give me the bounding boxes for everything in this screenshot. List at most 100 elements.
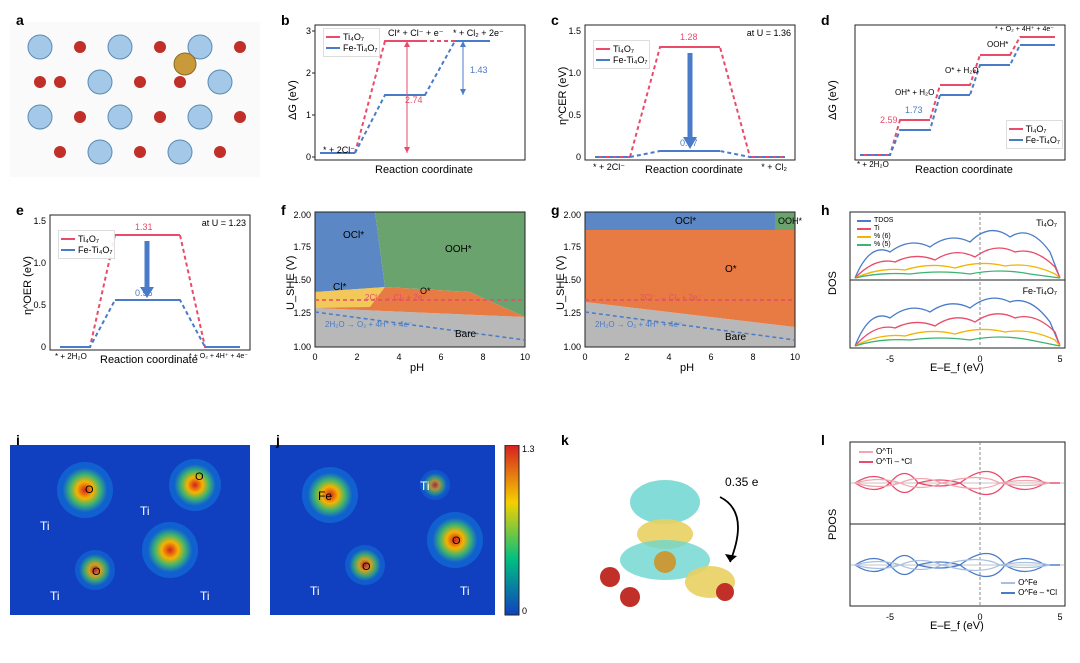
svg-text:Bare: Bare <box>725 332 747 343</box>
panel-i: i Ti Ti O O O Ti Ti <box>10 430 250 640</box>
panel-h-bottom-label: Fe-Ti₄O₇ <box>1023 286 1057 296</box>
panel-d-label: d <box>821 12 830 28</box>
svg-text:0: 0 <box>576 152 581 162</box>
svg-text:-5: -5 <box>886 354 894 364</box>
panel-g-ylabel: U_SHE (V) <box>555 256 567 310</box>
panel-e-ti-val: 1.31 <box>135 222 153 232</box>
svg-text:OCl*: OCl* <box>343 230 364 241</box>
panel-d-s2: O* + H₂O <box>945 66 979 75</box>
svg-text:1.0: 1.0 <box>33 258 46 268</box>
svg-text:O: O <box>85 484 94 496</box>
panel-f-red: 2Cl⁻ → Cl₂ + 2e⁻ <box>365 293 427 302</box>
panel-j: j Fe Ti O O Ti Ti 1.3 0 <box>270 430 540 640</box>
panel-c-fe-val: 0.07 <box>680 138 698 148</box>
panel-c-label: c <box>551 12 559 28</box>
panel-h-label: h <box>821 202 830 218</box>
svg-text:Ti: Ti <box>40 519 50 533</box>
panel-b: b 0 1 2 3 <box>275 10 535 190</box>
svg-text:2: 2 <box>306 68 311 78</box>
panel-l-legend-bottom: O^Fe O^Fe – *Cl <box>999 575 1059 600</box>
panel-h-top-label: Ti₄O₇ <box>1036 218 1057 228</box>
svg-text:OOH*: OOH* <box>778 216 803 226</box>
panel-d-legend: Ti₄O₇ Fe-Ti₄O₇ <box>1006 120 1063 149</box>
panel-g-label: g <box>551 202 560 218</box>
panel-d-xlabel: Reaction coordinate <box>915 164 1013 176</box>
svg-text:4: 4 <box>666 352 671 362</box>
svg-text:4: 4 <box>396 352 401 362</box>
svg-text:0: 0 <box>306 152 311 162</box>
panel-c-left: * + 2Cl⁻ <box>593 162 625 173</box>
svg-text:1: 1 <box>306 110 311 120</box>
panel-e-right: * + O₂ + 4H⁺ + 4e⁻ <box>189 352 248 360</box>
panel-d-fe-val: 1.73 <box>905 105 923 115</box>
panel-e-ylabel: η^OER (eV) <box>22 256 34 315</box>
svg-text:1.75: 1.75 <box>563 242 581 252</box>
svg-text:O: O <box>452 535 461 547</box>
svg-text:0: 0 <box>312 352 317 362</box>
panel-a: a <box>10 10 260 180</box>
svg-text:Fe: Fe <box>318 489 332 503</box>
panel-d-s3: OOH* <box>987 40 1008 49</box>
svg-text:-5: -5 <box>886 612 894 622</box>
svg-text:2.00: 2.00 <box>563 210 581 220</box>
panel-d-s0: * + 2H₂O <box>857 160 889 169</box>
panel-k-label: k <box>561 432 569 448</box>
svg-text:O: O <box>92 566 101 578</box>
svg-text:Ti: Ti <box>420 479 430 493</box>
panel-b-fe-val: 1.43 <box>470 65 488 75</box>
panel-b-ylabel: ΔG (eV) <box>287 80 299 120</box>
panel-e-fe-val: 0.56 <box>135 288 153 298</box>
panel-g: g 1.00 1.25 1.50 1.75 2.00 024 6810 OCl* <box>545 200 805 380</box>
panel-l: l -505 PDOS E–E_f (eV) O <box>815 430 1075 640</box>
svg-text:Bare: Bare <box>455 329 477 340</box>
svg-text:OOH*: OOH* <box>445 244 472 255</box>
panel-a-label: a <box>16 12 24 28</box>
panel-b-ti-val: 2.74 <box>405 95 423 105</box>
panel-d: d 2.59 1.73 * + 2H₂O OH* + H₂O O* + H₂O … <box>815 10 1075 190</box>
panel-d-chart <box>815 10 1075 190</box>
panel-j-label: j <box>276 432 280 448</box>
svg-text:8: 8 <box>480 352 485 362</box>
panel-e-label: e <box>16 202 24 218</box>
panel-c-at-u: at U = 1.36 <box>747 28 791 38</box>
svg-text:1.75: 1.75 <box>293 242 311 252</box>
panel-f: f 1.00 1.25 1.50 1.75 2.00 <box>275 200 535 380</box>
svg-text:6: 6 <box>708 352 713 362</box>
svg-text:1.0: 1.0 <box>568 68 581 78</box>
svg-text:Ti: Ti <box>50 589 60 603</box>
panel-f-xlabel: pH <box>410 362 424 374</box>
svg-text:1.00: 1.00 <box>293 342 311 352</box>
panel-c-ti-val: 1.28 <box>680 32 698 42</box>
panel-h-xlabel: E–E_f (eV) <box>930 362 984 374</box>
svg-text:O: O <box>362 561 371 573</box>
panel-f-label: f <box>281 202 286 218</box>
svg-text:2: 2 <box>624 352 629 362</box>
panel-b-step2: Cl* + Cl⁻ + e⁻ <box>388 28 444 39</box>
svg-text:2: 2 <box>354 352 359 362</box>
svg-text:0.5: 0.5 <box>568 110 581 120</box>
panel-g-red: 2Cl⁻ → Cl₂ + 2e⁻ <box>640 293 702 302</box>
panel-e-xlabel: Reaction coordinate <box>100 354 198 366</box>
panel-g-blue: 2H₂O → O₂ + 4H⁺ + 4e⁻ <box>595 320 682 329</box>
panel-e-at-u: at U = 1.23 <box>202 218 246 228</box>
svg-text:OCl*: OCl* <box>675 216 696 227</box>
panel-e: e 0 0.5 1.0 1.5 at U = 1.23 1.31 0.56 * … <box>10 200 260 380</box>
svg-text:3: 3 <box>306 26 311 36</box>
panel-k-isosurface <box>555 442 800 637</box>
panel-c-xlabel: Reaction coordinate <box>645 164 743 176</box>
panel-g-xlabel: pH <box>680 362 694 374</box>
panel-b-legend: Ti₄O₇ Fe-Ti₄O₇ <box>323 28 380 57</box>
panel-f-blue: 2H₂O → O₂ + 4H⁺ + 4e⁻ <box>325 320 412 329</box>
svg-text:1.5: 1.5 <box>33 216 46 226</box>
svg-text:0: 0 <box>41 342 46 352</box>
panel-h-ylabel: DOS <box>827 271 839 295</box>
svg-text:Ti: Ti <box>310 584 320 598</box>
svg-text:2.00: 2.00 <box>293 210 311 220</box>
svg-text:5: 5 <box>1057 354 1062 364</box>
svg-text:Cl*: Cl* <box>333 282 346 293</box>
svg-text:5: 5 <box>1057 612 1062 622</box>
panel-k: k 0.35 e <box>555 430 800 640</box>
panel-l-legend-top: O^Ti O^Ti – *Cl <box>857 444 914 469</box>
panel-j-cbar-max: 1.3 <box>522 444 535 454</box>
panel-d-ti-val: 2.59 <box>880 115 898 125</box>
